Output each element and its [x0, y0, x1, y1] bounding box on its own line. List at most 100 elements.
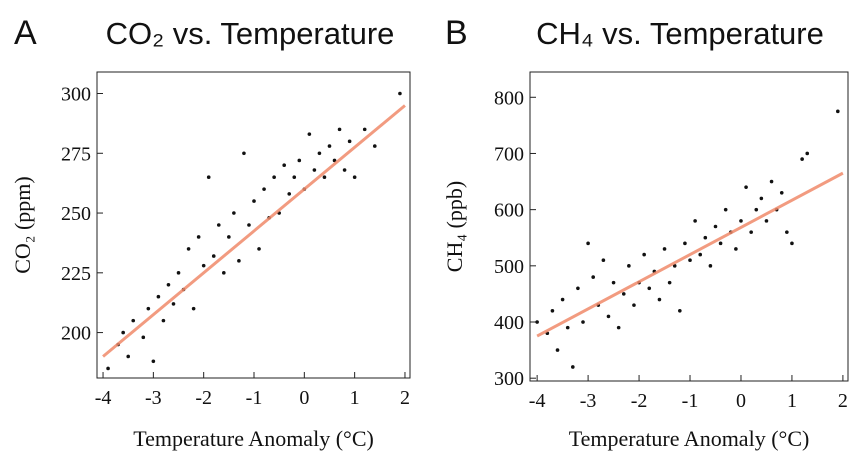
data-point [703, 235, 708, 240]
data-point [106, 366, 110, 371]
data-point [151, 359, 156, 364]
x-tick-label: 1 [350, 387, 360, 409]
data-point [257, 247, 261, 251]
data-point [785, 230, 789, 234]
data-point [297, 158, 302, 163]
data-point [718, 241, 723, 246]
data-point [191, 306, 196, 311]
data-point [586, 241, 590, 246]
x-tick-label: -4 [95, 387, 112, 409]
x-tick-label: 2 [400, 387, 410, 409]
data-point [759, 196, 764, 201]
fit-line [536, 171, 844, 338]
data-point [292, 175, 297, 179]
data-point [337, 127, 342, 132]
data-point [322, 175, 327, 179]
y-tick-label: 300 [61, 84, 91, 106]
data-point [282, 163, 286, 168]
y-tick-label: 250 [61, 203, 91, 225]
data-point [672, 264, 677, 268]
data-point [749, 230, 753, 234]
data-point [307, 132, 312, 136]
y-tick-label: 400 [494, 312, 524, 334]
data-point [131, 318, 136, 323]
x-tick-label: 2 [838, 390, 848, 412]
x-tick-label: -1 [246, 387, 263, 409]
data-point [560, 297, 565, 302]
data-point [555, 348, 560, 352]
data-point [327, 144, 332, 148]
y-tick-label: 500 [494, 256, 524, 278]
x-tick-label: -3 [580, 390, 597, 412]
data-point [581, 320, 585, 324]
data-point [287, 192, 292, 196]
data-point [576, 286, 580, 291]
data-point [227, 235, 231, 239]
y-tick-label: 700 [494, 143, 524, 165]
x-tick-label: -2 [631, 390, 648, 412]
data-point [754, 207, 759, 212]
data-point [362, 127, 367, 132]
data-point [734, 247, 738, 251]
x-tick-label: -1 [682, 390, 699, 412]
data-point [126, 354, 130, 359]
data-point [242, 151, 246, 156]
y-tick-label: 225 [61, 263, 91, 285]
data-point [232, 211, 236, 215]
y-axis-label: CO₂ (ppm) [10, 176, 35, 274]
data-point [723, 207, 728, 212]
data-point [171, 302, 176, 306]
data-point [535, 320, 539, 324]
data-point [262, 187, 266, 191]
data-point [790, 241, 794, 246]
x-tick-label: 1 [787, 390, 797, 412]
data-point [657, 297, 662, 302]
data-point [800, 157, 804, 161]
x-tick-label: 0 [299, 387, 309, 409]
y-axis-label: CH₄ (ppb) [442, 181, 467, 272]
data-point [247, 223, 251, 227]
data-point [398, 91, 402, 96]
data-point [698, 252, 703, 257]
data-point [683, 241, 687, 246]
data-point [739, 219, 743, 223]
y-tick-label: 200 [61, 323, 91, 345]
data-point [272, 175, 276, 179]
x-axis-label: Temperature Anomaly (°C) [133, 426, 374, 451]
data-point [146, 306, 151, 311]
data-point [678, 308, 682, 313]
data-point [550, 308, 555, 313]
data-point [836, 109, 840, 114]
data-point [708, 264, 713, 268]
data-point [764, 219, 769, 223]
data-point [222, 271, 226, 275]
data-point [611, 280, 616, 285]
plot-frame [96, 71, 411, 379]
plot-frame [529, 71, 849, 382]
data-point [216, 223, 221, 227]
panel-label: B [445, 14, 468, 52]
data-point [805, 151, 810, 156]
data-point [237, 259, 241, 263]
data-point [201, 263, 206, 268]
x-tick-label: -3 [145, 387, 162, 409]
y-tick-label: 600 [494, 200, 524, 222]
y-tick-label: 800 [494, 87, 524, 109]
data-point [601, 258, 606, 263]
data-point [252, 199, 256, 203]
data-point [688, 258, 692, 263]
data-point [121, 330, 125, 335]
data-point [347, 139, 352, 144]
data-point [166, 282, 171, 287]
data-point [312, 168, 317, 172]
y-tick-label: 275 [61, 143, 91, 165]
y-tick-label: 300 [494, 368, 524, 390]
data-point [693, 219, 697, 223]
x-tick-label: -4 [529, 390, 546, 412]
data-point [176, 271, 181, 275]
data-point [317, 151, 322, 156]
data-point [606, 314, 611, 319]
chart-title: CH₄ vs. Temperature [536, 16, 824, 51]
data-point [779, 190, 784, 195]
data-point [565, 325, 570, 330]
